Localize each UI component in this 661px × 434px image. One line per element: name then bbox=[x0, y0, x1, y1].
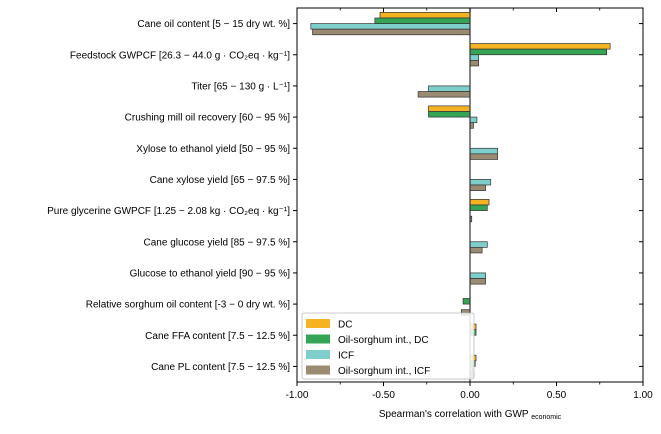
bar bbox=[428, 111, 471, 118]
bar bbox=[462, 298, 471, 305]
ytick-label: Titer [65 − 130 g · L⁻¹] bbox=[191, 81, 290, 92]
ytick-label: Feedstock GWPCF [26.3 − 44.0 g · CO₂eq ·… bbox=[70, 50, 290, 61]
x-axis-label-main: Spearman's correlation with GWP bbox=[379, 409, 529, 420]
xtick-label: 0.50 bbox=[547, 390, 567, 401]
ytick-label: Pure glycerine GWPCF [1.25 − 2.08 kg · C… bbox=[47, 206, 290, 217]
xtick-label: -0.50 bbox=[372, 390, 395, 401]
x-axis-label-sub: economic bbox=[531, 414, 561, 421]
bar bbox=[469, 241, 488, 248]
bar bbox=[469, 184, 486, 191]
bar bbox=[469, 54, 479, 61]
ytick-label: Cane FFA content [7.5 − 12.5 %] bbox=[145, 331, 290, 342]
bar bbox=[417, 91, 471, 98]
bar bbox=[469, 59, 479, 67]
bar bbox=[469, 247, 483, 254]
bar bbox=[469, 147, 499, 155]
legend-swatch bbox=[306, 350, 330, 359]
bar bbox=[469, 278, 486, 285]
xtick-label: -1.00 bbox=[286, 390, 309, 401]
legend-label: ICF bbox=[338, 351, 354, 362]
bar bbox=[469, 204, 488, 211]
x-axis-label: Spearman's correlation with GWP economic bbox=[379, 409, 562, 421]
plot-frame bbox=[296, 7, 644, 383]
bar bbox=[312, 28, 471, 36]
ytick-labels: Cane oil content [5 − 15 dry wt. %] Feeds… bbox=[47, 19, 643, 373]
bar bbox=[428, 105, 471, 112]
legend-label: DC bbox=[338, 320, 352, 331]
legend: DC Oil-sorghum int., DC ICF Oil-sorghum int… bbox=[301, 312, 475, 380]
ytick-label: Cane oil content [5 − 15 dry wt. %] bbox=[137, 19, 290, 30]
legend-swatch bbox=[306, 365, 330, 375]
bar bbox=[379, 12, 471, 19]
ytick-label: Relative sorghum oil content [-3 − 0 dry… bbox=[86, 300, 290, 311]
xtick-label: 0.00 bbox=[460, 390, 480, 401]
bar bbox=[469, 153, 499, 160]
legend-box bbox=[301, 312, 475, 380]
bar bbox=[428, 85, 471, 92]
legend-label: Oil-sorghum int., ICF bbox=[338, 366, 430, 377]
bar bbox=[469, 116, 478, 124]
bar bbox=[469, 179, 492, 186]
ytick-label: Glucose to ethanol yield [90 − 95 %] bbox=[130, 268, 291, 279]
legend-swatch bbox=[306, 319, 330, 328]
legend-swatch bbox=[306, 334, 330, 344]
ytick-label: Cane xylose yield [65 − 97.5 %] bbox=[150, 175, 291, 186]
ytick-label: Cane PL content [7.5 − 12.5 %] bbox=[151, 362, 290, 373]
bar bbox=[374, 17, 471, 24]
bar bbox=[469, 48, 608, 56]
bar bbox=[469, 43, 611, 50]
bar bbox=[469, 272, 486, 279]
bar bbox=[469, 199, 490, 206]
ytick-label: Xylose to ethanol yield [50 − 95 %] bbox=[136, 144, 290, 155]
xtick-label: 1.00 bbox=[633, 390, 653, 401]
ytick-label: Crushing mill oil recovery [60 − 95 %] bbox=[125, 113, 291, 124]
legend-label: Oil-sorghum int., DC bbox=[338, 335, 429, 346]
ytick-label: Cane glucose yield [85 − 97.5 %] bbox=[144, 237, 291, 248]
bar bbox=[310, 23, 471, 30]
